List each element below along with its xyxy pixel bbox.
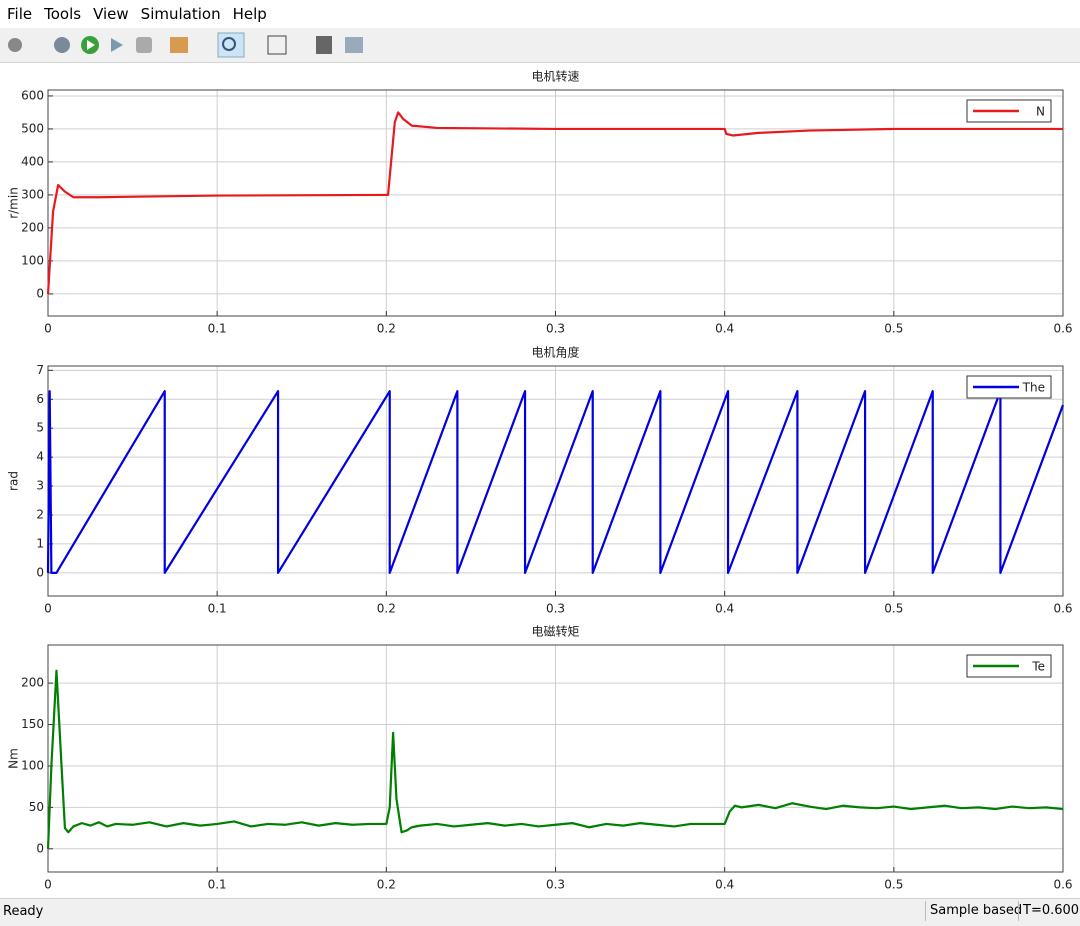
fit-button[interactable] — [267, 35, 287, 55]
step-forward-button[interactable] — [111, 38, 123, 52]
y-tick-label: 100 — [21, 253, 44, 267]
x-tick-label: 0.6 — [1053, 878, 1072, 892]
x-tick-label: 0.4 — [715, 602, 734, 616]
y-tick-label: 50 — [29, 800, 44, 814]
status-bar: Ready Sample based T=0.600 — [0, 898, 1080, 926]
x-tick-label: 0.5 — [884, 322, 903, 336]
y-tick-label: 0 — [36, 565, 44, 579]
plot-border — [47, 644, 1064, 873]
toolbar — [0, 28, 1080, 63]
x-tick-label: 0.2 — [377, 878, 396, 892]
x-tick-label: 0.6 — [1053, 602, 1072, 616]
y-tick-label: 5 — [36, 421, 44, 435]
x-tick-label: 0.3 — [546, 878, 565, 892]
y-axis-label: Nm — [7, 748, 21, 769]
x-tick-label: 0 — [44, 602, 52, 616]
y-tick-label: 0 — [36, 841, 44, 855]
plot-border — [47, 89, 1064, 317]
y-tick-label: 4 — [36, 450, 44, 464]
zoom-icon — [222, 37, 236, 51]
step-back-button[interactable] — [54, 37, 70, 53]
y-tick-label: 3 — [36, 479, 44, 493]
highlight-button[interactable] — [170, 37, 188, 53]
y-tick-label: 200 — [21, 220, 44, 234]
chart-title: 电磁转矩 — [531, 624, 579, 639]
x-tick-label: 0.5 — [884, 878, 903, 892]
y-tick-label: 1 — [36, 536, 44, 550]
menu-item[interactable]: View — [93, 5, 129, 23]
series-line — [46, 669, 1064, 849]
chart-title: 电机转速 — [531, 69, 579, 84]
status-text: Ready — [3, 904, 44, 919]
x-tick-label: 0.1 — [208, 878, 227, 892]
y-axis-label: rad — [7, 471, 21, 491]
zoom-button[interactable] — [217, 32, 245, 58]
y-tick-label: 100 — [21, 758, 44, 772]
y-tick-label: 0 — [36, 286, 44, 300]
x-tick-label: 0 — [44, 322, 52, 336]
chart-title: 电机角度 — [531, 345, 579, 360]
y-axis-label: r/min — [7, 187, 21, 219]
measure-button[interactable] — [345, 37, 363, 53]
y-tick-label: 2 — [36, 507, 44, 521]
y-tick-label: 150 — [21, 717, 44, 731]
x-tick-label: 0.4 — [715, 878, 734, 892]
menu-item[interactable]: Help — [232, 5, 267, 23]
series-line — [46, 111, 1063, 294]
y-tick-label: 300 — [21, 187, 44, 201]
x-tick-label: 0.3 — [546, 322, 565, 336]
legend-label: N — [1036, 105, 1045, 119]
y-tick-label: 400 — [21, 154, 44, 168]
menu-bar: File Tools View Simulation Help — [0, 0, 1080, 28]
x-tick-label: 0.4 — [715, 322, 734, 336]
menu-item[interactable]: Tools — [44, 5, 82, 23]
menu-item[interactable]: Simulation — [140, 5, 221, 23]
x-tick-label: 0.6 — [1053, 322, 1072, 336]
y-tick-label: 200 — [21, 676, 44, 690]
settings-button[interactable] — [8, 38, 22, 52]
x-tick-label: 0.3 — [546, 602, 565, 616]
status-time: T=0.600 — [1018, 901, 1079, 921]
legend-label: Te — [1031, 660, 1045, 674]
x-tick-label: 0.2 — [377, 322, 396, 336]
y-tick-label: 7 — [36, 363, 44, 377]
x-tick-label: 0.1 — [208, 602, 227, 616]
menu-item[interactable]: File — [7, 5, 33, 23]
y-tick-label: 500 — [21, 121, 44, 135]
series-line — [46, 390, 1065, 574]
x-tick-label: 0 — [44, 878, 52, 892]
y-tick-label: 6 — [36, 392, 44, 406]
cursor-button[interactable] — [316, 36, 332, 54]
run-icon — [87, 40, 95, 50]
y-tick-label: 600 — [21, 88, 44, 102]
x-tick-label: 0.5 — [884, 602, 903, 616]
stop-button[interactable] — [136, 37, 152, 53]
toolbar-icons — [8, 32, 363, 58]
x-tick-label: 0.1 — [208, 322, 227, 336]
legend-label: The — [1022, 381, 1045, 395]
status-mode: Sample based — [925, 901, 1022, 921]
x-tick-label: 0.2 — [377, 602, 396, 616]
